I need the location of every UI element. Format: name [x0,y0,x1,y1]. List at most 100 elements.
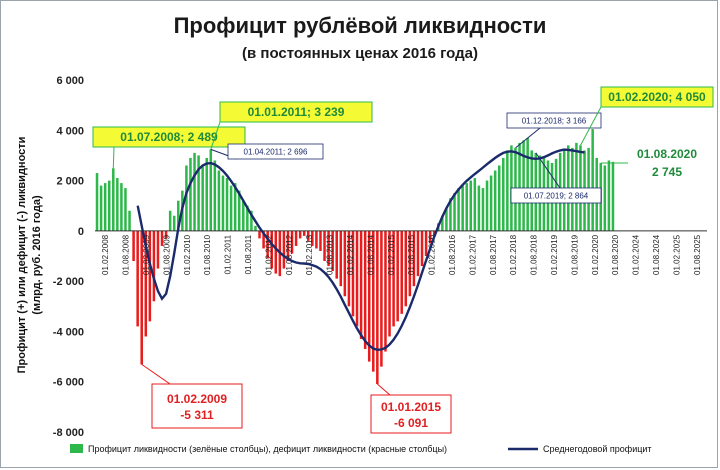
y-tick-label: 0 [78,226,84,238]
legend-bars-swatch [70,444,83,453]
x-tick-label: 01.08.2019 [570,234,579,275]
x-tick-label: 01.08.2024 [652,234,661,275]
x-tick-label: 01.08.2020 [611,234,620,275]
x-tick-label: 01.08.2013 [326,234,335,275]
bar [343,230,347,297]
annotation-box [219,101,373,123]
bar [469,180,473,231]
bar [266,230,269,259]
bar [522,140,525,231]
bar [107,180,111,231]
x-tick-label: 01.08.2008 [122,234,131,275]
x-tick-label: 01.08.2025 [693,234,702,275]
x-tick-label: 01.02.2019 [550,234,559,275]
bar [363,230,367,350]
bar [140,230,143,365]
annotation-box [370,394,452,434]
annotation-label: 01.01.2011; 3 239 [248,105,345,119]
bar [400,230,403,314]
bar [518,142,521,231]
bar [160,230,164,246]
annotation-leader [210,121,221,150]
bar [331,230,334,272]
annotation-box [506,112,602,129]
bar [152,230,156,302]
bar [445,208,448,231]
annotation-leader [535,152,561,189]
bar [396,230,399,322]
x-tick-label: 01.08.2017 [489,234,498,275]
y-axis-label-line2: (млрд. руб. 2016 года) [31,195,43,315]
annotation-leader [112,146,115,169]
bar [120,183,123,231]
average-line [136,148,585,352]
bar [461,185,464,231]
x-tick-label: 01.08.2012 [285,234,294,275]
bar [217,170,221,231]
x-tick-label: 01.02.2020 [591,234,600,275]
bar [156,230,160,269]
y-tick-label: 6 000 [56,75,84,87]
bar [347,230,351,307]
bar [477,185,481,231]
y-tick-label: -8 000 [53,427,84,439]
x-tick-label: 01.02.2010 [183,234,192,275]
bar [526,137,529,231]
bar [205,157,208,231]
bar [282,230,286,269]
bar [388,230,391,337]
bar [197,155,200,231]
bar [221,175,225,231]
x-tick-label: 01.02.2016 [428,234,437,275]
bar [359,230,363,339]
y-axis-ticks: 6 000 4 000 2 000 0 -2 000 -4 000 -6 000 -8 000 [53,75,84,439]
y-tick-label: 2 000 [56,176,84,188]
annotation-value: 2 745 [652,165,682,179]
chart-title: Профицит рублёвой ликвидности [174,13,547,38]
bar [335,230,338,279]
bar [497,165,501,231]
bar [351,230,355,317]
annotation-box [510,187,602,204]
annotation-label: 01.07.2019; 2 864 [524,192,589,201]
bar [177,200,180,231]
x-axis-ticks: 01.02.2008 01.08.2008 01.02.2009 01.08.2009… [101,234,702,275]
x-tick-label: 01.02.2009 [142,234,151,275]
annotation-label: 01.08.2020 [637,147,697,161]
bar [607,160,611,231]
bar [591,129,594,231]
bar [262,230,265,249]
bar [270,230,273,269]
bar [286,230,290,262]
annotation-box [151,383,243,429]
annotation-label: 01.04.2011; 2 696 [244,148,308,157]
annotation-label: 01.01.2015 [381,400,441,414]
y-tick-label: -6 000 [53,377,84,389]
bar [201,165,204,231]
bar [449,198,452,231]
bar [164,230,168,239]
x-tick-label: 01.02.2015 [387,234,396,275]
bar [489,175,493,231]
legend-bars-label: Профицит ликвидности (зелёные столбцы), … [88,444,447,454]
bar [367,230,371,362]
x-tick-label: 01.08.2015 [407,234,416,275]
bar [298,230,302,239]
legend-line-label: Среднегодовой профицит [543,444,652,454]
bar [327,230,330,267]
bar [136,230,139,327]
annotations: 01.07.2008; 2 489 01.01.2011; 3 239 01.04.… [92,86,714,434]
legend: Профицит ликвидности (зелёные столбцы), … [70,444,652,454]
bar [116,178,119,231]
annotation-leader [141,363,171,385]
bar [420,230,424,267]
x-tick-label: 01.08.2014 [366,234,375,275]
bar [457,188,460,231]
bar [453,193,456,231]
bar [380,230,383,367]
annotation-box [92,126,246,148]
annotation-box [227,143,324,160]
bar [213,160,217,231]
